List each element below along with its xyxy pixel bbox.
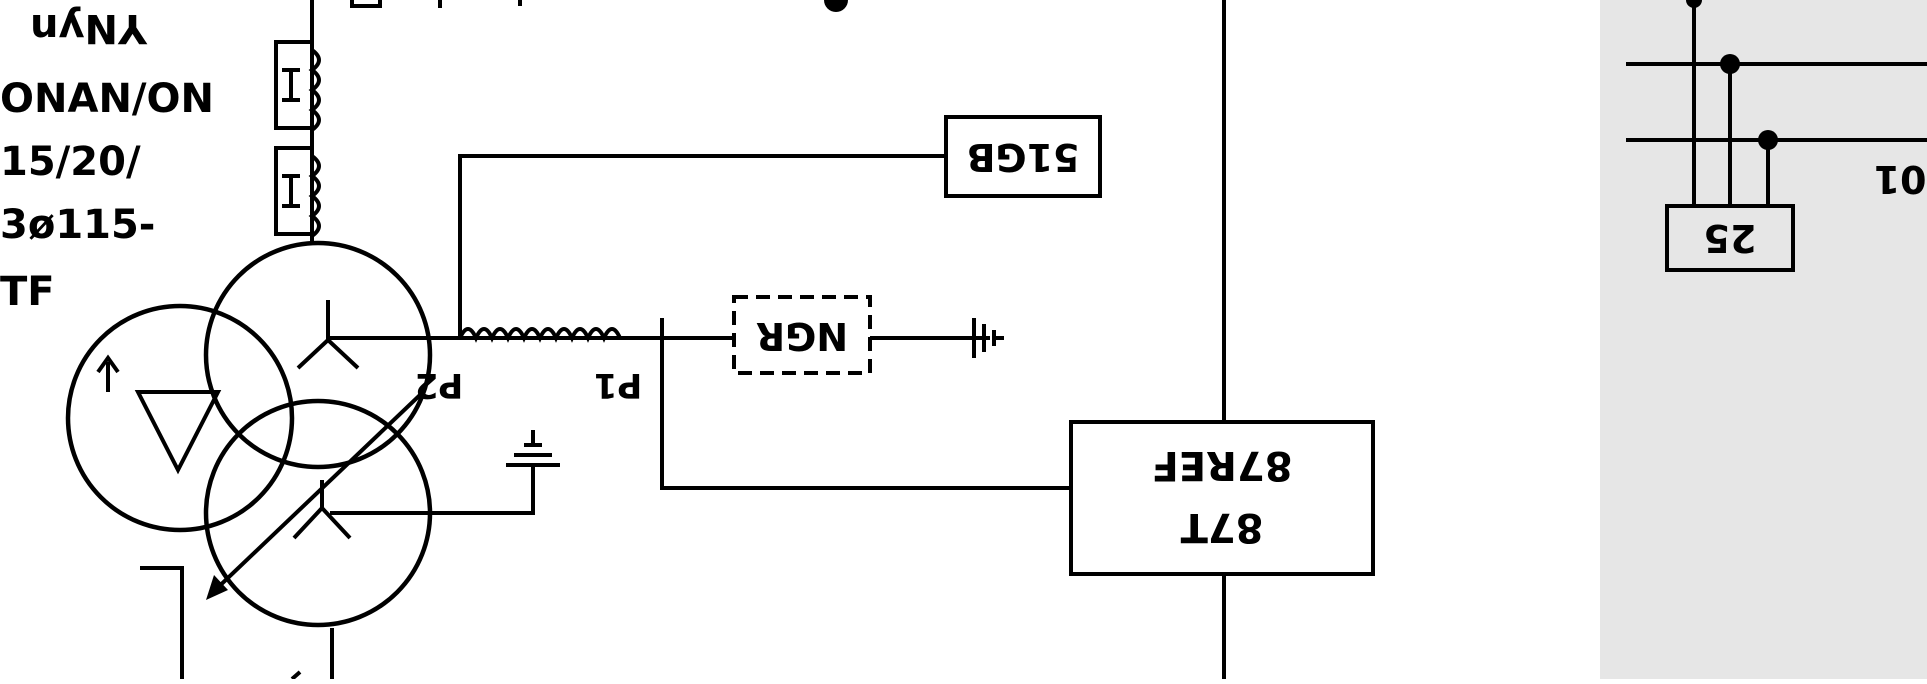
relay-51gb-label: 51GB (966, 135, 1079, 179)
star-symbol-top (298, 300, 358, 368)
delta-arrow (98, 358, 118, 392)
transformer-label-block: YNyn ONAN/ON 15/20/ 3ø115- TF (0, 5, 214, 315)
bus-junction-2 (1758, 130, 1778, 150)
transformer-vector-group: YNyn (30, 5, 148, 51)
51gb-connection (460, 156, 948, 338)
top-box-fragment (352, 0, 520, 8)
top-junction-dot (824, 0, 848, 12)
relay-87t-label: 87T (1180, 504, 1264, 550)
transformer-tag: TF (0, 269, 55, 315)
transformer-cooling: ONAN/ON (0, 76, 214, 122)
delta-symbol (138, 392, 218, 470)
ngr-label: NGR (756, 314, 848, 358)
bottom-left-line (140, 568, 182, 679)
bottom-arrow-fragment (292, 672, 300, 679)
cut-off-label: -01 (1874, 157, 1927, 201)
ct-box-marks-1 (282, 70, 300, 100)
ct-label-p1: P1 (594, 365, 643, 405)
ct-box-marks-2 (282, 176, 300, 206)
right-panel (1600, 0, 1927, 679)
transformer-voltage: 3ø115- (0, 202, 155, 248)
tap-changer-arrow (210, 395, 420, 595)
bushing-ct-box-1 (276, 42, 312, 128)
relay-25-label: 25 (1704, 216, 1757, 260)
bushing-ct-box-2 (276, 148, 312, 234)
ct-label-p2: P2 (415, 365, 464, 405)
bus-junction-1 (1720, 54, 1740, 74)
transformer-rating: 15/20/ (0, 139, 141, 185)
ground-symbol-left (506, 430, 560, 465)
relay-87ref-label: 87REF (1151, 442, 1292, 488)
p1-to-87-line (662, 318, 1072, 488)
